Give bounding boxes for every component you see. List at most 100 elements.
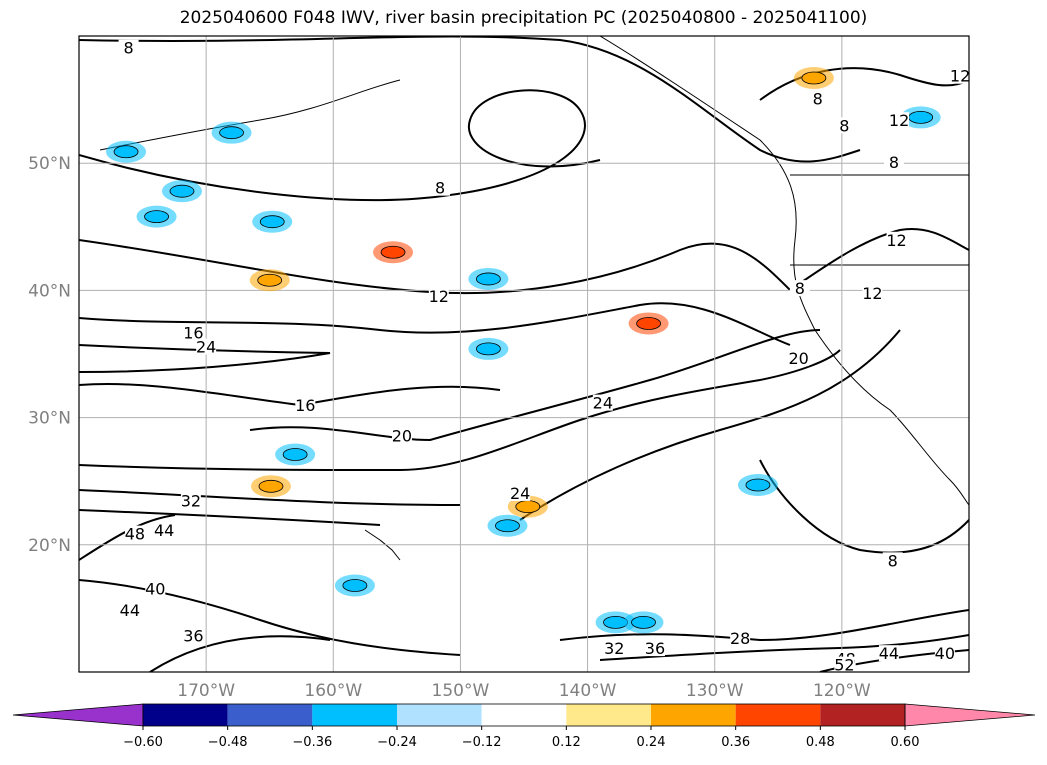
- contour-label-bg: [124, 525, 145, 542]
- contour-label: 8: [839, 116, 849, 135]
- pc-patch: [631, 615, 656, 629]
- contour-label-bg: [196, 338, 217, 355]
- contour-label: 8: [795, 279, 805, 298]
- iwv-contour-20: [249, 329, 821, 442]
- contour-label: 40: [145, 579, 165, 598]
- pc-patch: [745, 478, 771, 492]
- contour-label: 16: [295, 396, 315, 415]
- map-frame: [78, 35, 970, 673]
- contour-label-bg: [789, 280, 810, 297]
- pc-patch: [257, 273, 283, 287]
- contour-label-bg: [834, 656, 855, 672]
- contour-label-bg: [730, 629, 751, 646]
- lon-tick-label: 150°W: [432, 681, 490, 701]
- colorbar-tick-label: 0.48: [806, 735, 835, 750]
- contour-label: 12: [950, 67, 970, 86]
- contour-label: 40: [935, 644, 955, 663]
- lon-tick-label: 140°W: [559, 681, 617, 701]
- colorbar-segment: [227, 704, 313, 726]
- colorbar-tick-label: 0.12: [552, 735, 581, 750]
- iwv-contour-labels: 8812162416202424324844404436323628484440…: [118, 39, 970, 672]
- contour-label-bg: [154, 521, 175, 538]
- contour-label-bg: [118, 39, 139, 56]
- colorbar-outline: [142, 703, 906, 727]
- contour-label: 12: [429, 287, 449, 306]
- colorbar-extend-under: [12, 703, 144, 727]
- contour-label: 12: [886, 231, 906, 250]
- contour-label-bg: [510, 484, 531, 501]
- iwv-contour-32b: [599, 634, 969, 661]
- contour-label: 24: [593, 394, 613, 413]
- contour-label-bg: [889, 112, 910, 129]
- contour-label: 8: [813, 90, 823, 109]
- colorbar-segment: [397, 704, 482, 726]
- contour-label: 16: [183, 324, 203, 343]
- iwv-contour-28: [559, 609, 969, 642]
- pc-patch: [144, 210, 169, 224]
- contour-label-bg: [183, 324, 204, 341]
- colorbar-tick-label: −0.24: [377, 735, 417, 750]
- contour-label: 12: [889, 111, 909, 130]
- contour-label-bg: [834, 117, 855, 134]
- colorbar-segment: [143, 704, 228, 726]
- iwv-contour-24: [79, 344, 331, 373]
- pc-patch: [636, 317, 661, 330]
- colorbar-tick-label: −0.12: [462, 735, 502, 750]
- contour-label-bg: [592, 394, 613, 411]
- colorbar-segment: [566, 704, 651, 726]
- contour-label: 12: [862, 284, 882, 303]
- chart-title: 2025040600 F048 IWV, river basin precipi…: [179, 8, 868, 28]
- pc-patch: [475, 342, 501, 356]
- contour-label-bg: [428, 287, 449, 304]
- pc-patch: [219, 126, 244, 140]
- longitude-labels: 170°W 160°W 150°W 140°W 130°W 120°W: [177, 681, 871, 701]
- contour-label-bg: [119, 601, 140, 618]
- contour-label-bg: [934, 645, 955, 662]
- coastline-aleutians: [99, 79, 401, 151]
- iwv-contour-12: [79, 239, 791, 295]
- contour-label: 36: [183, 626, 203, 645]
- contour-label-bg: [883, 154, 904, 171]
- pc-patch: [908, 111, 934, 124]
- lat-tick-label: 30°N: [28, 409, 71, 429]
- contour-label-bg: [644, 640, 665, 657]
- precipitation-pc-patches: [106, 66, 941, 634]
- colorbar-tick-label: −0.60: [123, 735, 163, 750]
- iwv-contour-12-ne: [759, 67, 969, 101]
- latitude-labels: 20°N 30°N 40°N 50°N: [28, 154, 71, 556]
- pc-patch: [259, 215, 285, 229]
- iwv-contour-12-east: [789, 228, 969, 291]
- iwv-contour-8-mid: [79, 89, 601, 201]
- lon-tick-label: 130°W: [686, 681, 744, 701]
- contour-label-bg: [878, 645, 899, 662]
- pc-patch: [169, 184, 195, 198]
- graticule: [79, 36, 969, 672]
- contour-label: 28: [730, 629, 750, 648]
- iwv-contour-32: [79, 489, 461, 506]
- lon-tick-label: 120°W: [813, 681, 871, 701]
- contour-label: 8: [435, 179, 445, 198]
- contour-label-bg: [950, 67, 969, 84]
- pc-patch: [475, 272, 501, 286]
- coastline-north-america: [599, 36, 969, 506]
- contour-label-bg: [604, 640, 625, 657]
- contour-label-bg: [145, 580, 166, 597]
- lon-tick-label: 170°W: [177, 681, 235, 701]
- contour-label: 8: [888, 551, 898, 570]
- colorbar-segment: [481, 704, 567, 726]
- contour-label: 20: [392, 427, 412, 446]
- map-area: 8812162416202424324844404436323628484440…: [79, 36, 970, 672]
- contour-label: 44: [154, 521, 174, 540]
- colorbar-segment: [820, 704, 905, 726]
- iwv-contour-16: [79, 302, 791, 346]
- pc-patch: [282, 448, 308, 461]
- lat-tick-label: 40°N: [28, 281, 71, 301]
- contour-label-bg: [882, 552, 903, 569]
- contour-label-bg: [183, 627, 204, 644]
- iwv-contour-24c: [79, 464, 401, 471]
- contour-label: 48: [125, 525, 145, 544]
- contour-label: 44: [120, 601, 140, 620]
- contour-label: 20: [788, 349, 808, 368]
- contour-label: 44: [879, 644, 899, 663]
- colorbar-segment: [651, 704, 736, 726]
